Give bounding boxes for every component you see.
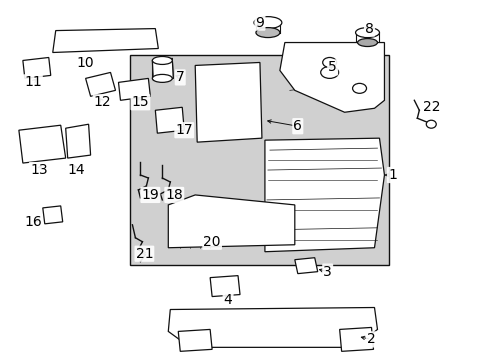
Text: 9: 9 bbox=[255, 15, 264, 30]
Polygon shape bbox=[168, 195, 294, 248]
Ellipse shape bbox=[357, 39, 377, 46]
Ellipse shape bbox=[152, 57, 172, 64]
Polygon shape bbox=[264, 138, 384, 252]
Polygon shape bbox=[168, 307, 377, 347]
Bar bbox=[130, 55, 388, 265]
Polygon shape bbox=[152, 58, 173, 80]
Polygon shape bbox=[294, 258, 317, 274]
Text: 6: 6 bbox=[293, 119, 302, 133]
Polygon shape bbox=[19, 125, 65, 163]
Ellipse shape bbox=[426, 120, 435, 128]
Text: 10: 10 bbox=[77, 57, 94, 71]
Polygon shape bbox=[195, 62, 262, 142]
Text: 1: 1 bbox=[387, 168, 396, 182]
Text: 7: 7 bbox=[176, 71, 184, 84]
Polygon shape bbox=[23, 58, 51, 78]
Ellipse shape bbox=[322, 58, 336, 67]
Text: 2: 2 bbox=[366, 332, 375, 346]
Polygon shape bbox=[178, 329, 212, 351]
Text: 3: 3 bbox=[323, 265, 331, 279]
Ellipse shape bbox=[355, 28, 379, 37]
Text: 22: 22 bbox=[422, 100, 439, 114]
Polygon shape bbox=[155, 107, 184, 133]
Polygon shape bbox=[279, 42, 384, 112]
Polygon shape bbox=[339, 328, 373, 351]
Text: 4: 4 bbox=[223, 293, 232, 306]
Ellipse shape bbox=[320, 67, 338, 78]
Text: 19: 19 bbox=[141, 188, 159, 202]
Polygon shape bbox=[42, 206, 62, 224]
Text: 12: 12 bbox=[94, 95, 111, 109]
Text: 14: 14 bbox=[68, 163, 85, 177]
Text: 18: 18 bbox=[165, 188, 183, 202]
Polygon shape bbox=[85, 72, 115, 96]
Text: 15: 15 bbox=[131, 95, 149, 109]
Polygon shape bbox=[210, 276, 240, 297]
Text: 11: 11 bbox=[24, 75, 41, 89]
Text: 17: 17 bbox=[175, 123, 193, 137]
Ellipse shape bbox=[255, 28, 279, 37]
Polygon shape bbox=[118, 78, 150, 100]
Text: 20: 20 bbox=[203, 235, 221, 249]
Text: 8: 8 bbox=[365, 22, 373, 36]
Ellipse shape bbox=[152, 75, 172, 82]
Text: 5: 5 bbox=[327, 60, 336, 75]
Polygon shape bbox=[53, 28, 158, 53]
Text: 16: 16 bbox=[24, 215, 41, 229]
Text: 21: 21 bbox=[135, 247, 153, 261]
Ellipse shape bbox=[352, 84, 366, 93]
Text: 13: 13 bbox=[30, 163, 47, 177]
Polygon shape bbox=[65, 124, 90, 158]
Ellipse shape bbox=[253, 17, 281, 28]
